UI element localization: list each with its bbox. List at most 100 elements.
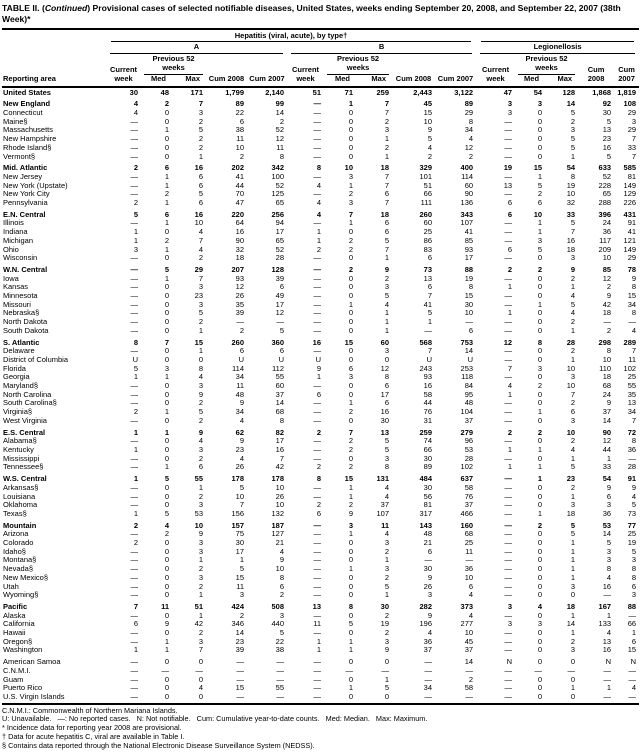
value-cell: 73 (423, 264, 432, 274)
value-cell: 3 (606, 547, 612, 556)
value-cell: 3 (198, 108, 203, 117)
value-cell: 400 (460, 163, 474, 173)
value-cell: 220 (231, 209, 244, 219)
value-cell: — (313, 675, 322, 684)
value-cell: 7 (384, 181, 389, 190)
value-cell: 0 (164, 675, 169, 684)
value-cell: 2 (570, 637, 576, 646)
reporting-area-cell: E.S. Central (3, 427, 46, 437)
value-cell: 68 (464, 530, 474, 539)
value-cell: 373 (460, 601, 474, 611)
value-cell: 85 (464, 236, 474, 245)
value-cell: 11 (236, 582, 244, 591)
value-cell: 16 (235, 228, 244, 237)
value-cell: — (130, 657, 139, 667)
value-cell: 5 (348, 620, 353, 629)
value-cell: — (504, 416, 513, 425)
reporting-area-cell: Hawaii (3, 629, 26, 638)
value-cell: 1 (507, 283, 513, 292)
value-cell: 7 (570, 228, 576, 237)
value-cell: 253 (460, 364, 474, 373)
hepatitis-a-header: A (106, 42, 287, 55)
reporting-area-cell: New Hampshire (3, 135, 57, 144)
value-cell: 21 (275, 539, 284, 548)
value-cell: — (206, 692, 247, 705)
value-cell: 4 (133, 108, 138, 117)
value-cell: — (424, 657, 433, 667)
value-cell: 60 (464, 181, 474, 190)
value-cell: 1 (570, 573, 576, 582)
value-cell: 3 (570, 646, 576, 655)
value-cell: 1 (348, 492, 353, 501)
value-cell: — (313, 254, 322, 263)
value-cell: — (392, 692, 435, 705)
value-cell: 7 (427, 292, 432, 301)
value-cell: — (504, 547, 513, 556)
value-cell: 0 (384, 657, 389, 667)
value-cell: 1 (198, 347, 203, 356)
value-cell: 10 (566, 382, 576, 391)
value-cell: 2 (198, 629, 203, 638)
value-cell: 37 (602, 408, 612, 417)
value-cell: 1 (316, 228, 321, 237)
value-cell: 3 (198, 637, 203, 646)
value-cell: 0 (515, 692, 546, 705)
value-cell: 1 (133, 646, 138, 655)
value-cell: 1 (198, 591, 203, 600)
value-cell: 55 (194, 474, 203, 484)
value-cell: — (504, 300, 513, 309)
value-cell: 5 (570, 463, 576, 472)
value-cell: 9 (631, 274, 637, 283)
table-row: Mississippi — 0 2 4 7 — 0 3 30 28 — 0 1 1 — (2, 455, 639, 464)
value-cell: — (313, 684, 322, 693)
value-cell: 4 (198, 373, 203, 382)
value-cell: 15 (235, 573, 244, 582)
value-cell: 0 (348, 283, 353, 292)
value-cell: 12 (275, 135, 284, 144)
value-cell: 5 (631, 501, 637, 510)
value-cell: 26 (235, 463, 244, 472)
value-cell: 0 (348, 539, 353, 548)
value-cell: 508 (271, 601, 284, 611)
hepatitis-group-label: Hepatitis (viral, acute), by type† (111, 31, 472, 43)
table-row: Utah — 0 2 11 6 — 0 5 26 6 — 0 3 16 6 (2, 583, 639, 592)
value-cell: 6 (468, 326, 474, 335)
value-cell: — (313, 318, 322, 327)
table-row: Pennsylvania 2 1 6 47 65 4 3 7 111 136 6 6 32 288 226 (2, 199, 639, 208)
value-cell: 10 (235, 492, 244, 501)
value-cell: — (236, 318, 245, 327)
value-cell: 73 (627, 509, 637, 518)
value-cell: 209 (598, 245, 612, 254)
value-cell: 1 (348, 181, 353, 190)
value-cell: 0 (164, 355, 169, 364)
table-row: Rhode Island§ — 0 2 10 11 — 0 2 4 12 — 0 5 16 33 (2, 144, 639, 153)
value-cell: 108 (623, 99, 637, 109)
value-cell: — (465, 318, 474, 327)
value-cell: 8 (384, 463, 389, 472)
value-cell: 4 (133, 99, 138, 109)
value-cell: 41 (464, 228, 474, 237)
reporting-area-cell: Colorado (3, 539, 34, 548)
value-cell: 1 (606, 611, 612, 620)
value-cell: 6 (239, 117, 244, 126)
value-cell: 228 (598, 181, 612, 190)
value-cell: 89 (235, 99, 244, 109)
value-cell: 7 (279, 454, 284, 463)
reporting-area-cell: Delaware (3, 347, 35, 356)
reporting-area-cell: Tennessee§ (3, 463, 44, 472)
value-cell: — (130, 135, 139, 144)
reporting-area-cell: West Virginia (3, 416, 47, 425)
table-row: Louisiana — 0 2 10 26 — 1 4 56 76 — 0 1 6 4 (2, 493, 639, 502)
value-cell: 5 (570, 520, 576, 530)
table-row: California 6 9 42 346 440 11 5 19 196 277 3 3 14 133 66 (2, 620, 639, 629)
value-cell: 3 (570, 501, 576, 510)
value-cell: 149 (623, 245, 637, 254)
value-cell: — (628, 666, 637, 675)
previous-52-weeks-header-a: Previous 52 weeks (141, 54, 206, 75)
value-cell: 5 (239, 483, 244, 492)
value-cell: 0 (537, 117, 543, 126)
value-cell: 6 (631, 582, 637, 591)
reporting-area-cell: Arizona (3, 530, 29, 539)
value-cell: — (130, 292, 139, 301)
previous-52-weeks-label-a: Previous 52 weeks (144, 54, 203, 75)
